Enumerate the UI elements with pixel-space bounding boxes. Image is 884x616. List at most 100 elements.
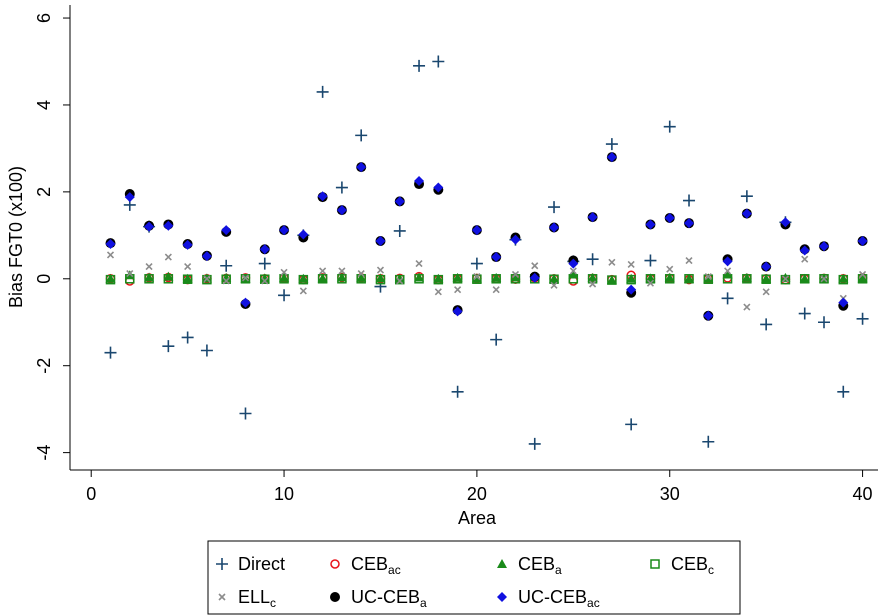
point [857, 273, 868, 283]
point [182, 239, 193, 250]
point [375, 235, 386, 246]
point [471, 225, 482, 236]
point [780, 272, 791, 282]
point [587, 272, 598, 282]
point [200, 344, 213, 357]
point [125, 274, 135, 284]
point [761, 274, 771, 284]
point [531, 262, 539, 270]
point [549, 222, 560, 233]
point [454, 286, 462, 294]
point [260, 274, 270, 284]
legend-subscript: a [555, 563, 562, 577]
legend-marker [330, 559, 340, 569]
legend-subscript: ac [388, 563, 401, 577]
point [470, 257, 483, 270]
legend-item: CEBa [518, 554, 562, 577]
point [704, 273, 712, 281]
point [240, 274, 251, 284]
point [104, 346, 117, 359]
point [319, 267, 327, 275]
point [414, 272, 425, 282]
legend-subscript: a [420, 596, 427, 610]
point [799, 274, 810, 284]
point [663, 120, 676, 133]
point [838, 274, 849, 285]
x-tick-label: 0 [86, 484, 96, 504]
point [625, 418, 638, 431]
legend-box [207, 540, 741, 615]
point [259, 244, 270, 255]
point [568, 258, 579, 269]
point [838, 273, 849, 283]
point [721, 292, 734, 305]
point [298, 229, 309, 240]
point [511, 270, 520, 279]
point [837, 385, 850, 398]
legend-item: ELLc [238, 587, 276, 610]
point [395, 274, 405, 285]
point [356, 162, 367, 173]
point [626, 273, 637, 283]
point [317, 274, 328, 284]
point [798, 307, 811, 320]
point [761, 261, 772, 272]
legend-marker [218, 593, 226, 601]
point [393, 224, 406, 237]
y-axis-title: Bias FGT0 (x100) [6, 166, 26, 308]
point [491, 272, 502, 282]
legend-name: CEB [351, 554, 388, 574]
point [222, 277, 230, 285]
point [644, 254, 657, 267]
legend-label: CEBac [351, 554, 401, 577]
legend-item: CEBac [351, 554, 401, 577]
point [220, 259, 233, 272]
point [239, 407, 252, 420]
point [241, 274, 250, 282]
point [627, 260, 635, 269]
legend-marker [216, 558, 228, 570]
point [666, 265, 674, 273]
point [646, 279, 655, 287]
point [722, 256, 733, 267]
point [182, 274, 193, 284]
legend-label: UC-CEBa [351, 587, 427, 610]
point [568, 274, 579, 284]
legend-label: UC-CEBac [518, 587, 600, 610]
legend-name: ELL [238, 587, 270, 607]
point [856, 312, 869, 325]
y-tick-label: -4 [34, 445, 54, 461]
legend-label: CEBc [671, 554, 714, 577]
point [375, 274, 386, 285]
point [742, 274, 752, 284]
point [490, 333, 503, 346]
point [124, 192, 135, 203]
point [394, 273, 405, 283]
point [452, 306, 463, 317]
point [510, 234, 521, 245]
legend-subscript: ac [587, 596, 600, 610]
x-tick-label: 30 [660, 484, 680, 504]
point [432, 55, 445, 68]
legend-marker [497, 559, 507, 568]
legend-subscript: c [270, 596, 276, 610]
point [799, 245, 810, 256]
point [820, 275, 828, 283]
point [722, 274, 733, 284]
point [336, 205, 347, 216]
point [278, 289, 291, 302]
point [414, 176, 425, 187]
point [181, 331, 194, 344]
point [684, 273, 695, 283]
point [626, 284, 637, 295]
point [357, 270, 365, 278]
point [240, 297, 251, 308]
point [587, 212, 598, 223]
point [413, 59, 426, 72]
legend-name: Direct [238, 554, 285, 574]
y-tick-label: 6 [34, 13, 54, 23]
legend-name: UC-CEB [351, 587, 420, 607]
point [724, 267, 732, 275]
point [857, 235, 868, 246]
